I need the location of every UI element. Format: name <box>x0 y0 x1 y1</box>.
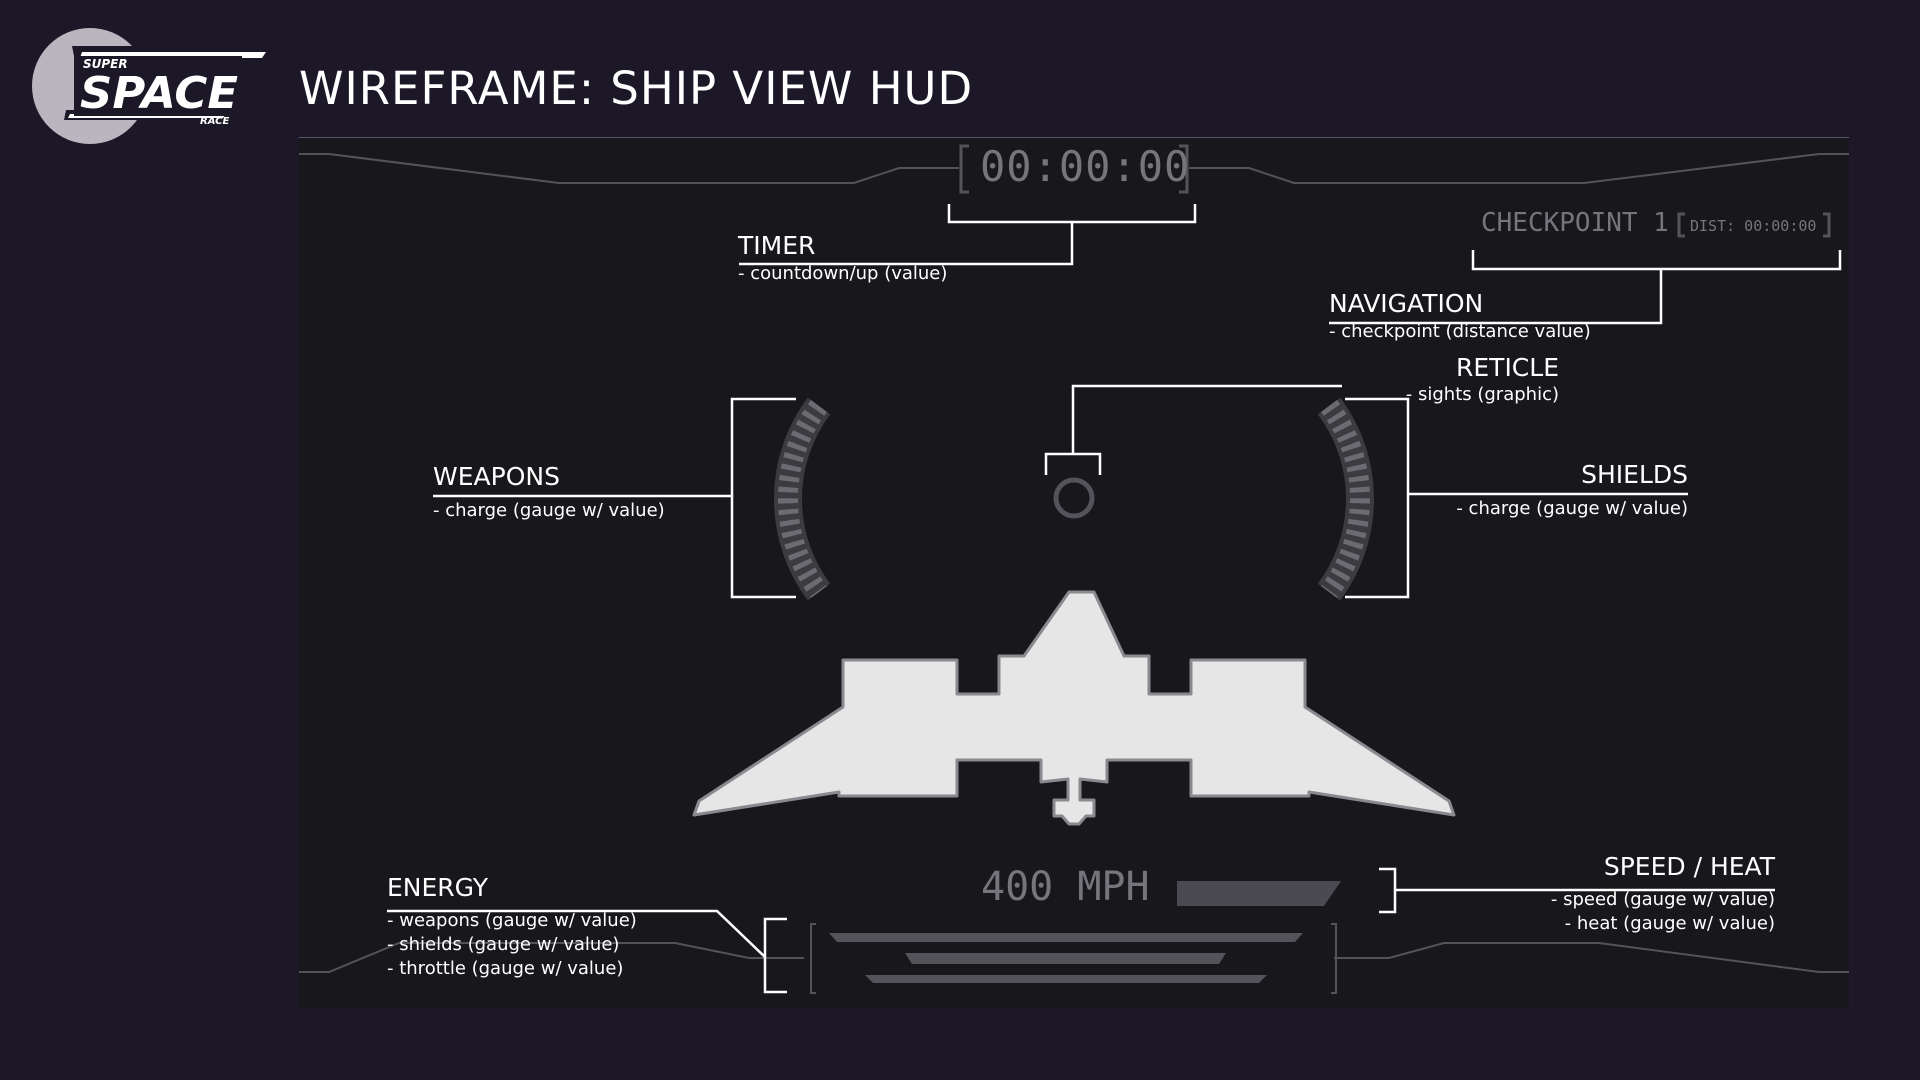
speed-readout: 400 MPH <box>981 864 1150 910</box>
annotation-timer: TIMER - countdown/up (value) <box>738 231 947 286</box>
checkpoint-distance-readout: DIST: 00:00:00 <box>1690 217 1817 235</box>
title-divider <box>299 137 1849 138</box>
checkpoint-bracket <box>1677 212 1831 238</box>
annotation-reticle: RETICLE - sights (graphic) <box>1406 353 1559 407</box>
timer-readout: 00:00:00 <box>980 142 1191 191</box>
hud-graphics <box>299 144 1849 994</box>
logo-race-text: RACE <box>200 116 229 127</box>
logo-space-text: SPACE <box>80 68 238 119</box>
annotation-weapons: WEAPONS - charge (gauge w/ value) <box>433 462 665 523</box>
annotation-shields: SHIELDS - charge (gauge w/ value) <box>1456 460 1688 521</box>
annotation-line: - charge (gauge w/ value) <box>433 500 665 521</box>
weapons-gauge <box>774 397 831 601</box>
annotation-line: - charge (gauge w/ value) <box>1456 498 1688 519</box>
bottom-frame <box>299 923 1849 994</box>
annotation-title: TIMER <box>738 231 816 260</box>
annotation-energy: ENERGY - weapons (gauge w/ value) - shie… <box>387 873 637 981</box>
logo-super-text: SUPER <box>83 57 128 71</box>
energy-weapons-bar <box>829 933 1303 942</box>
annotation-line: - heat (gauge w/ value) <box>1564 913 1775 934</box>
top-frame <box>299 153 1849 184</box>
annotation-line: - weapons (gauge w/ value) <box>387 910 637 931</box>
annotation-title: NAVIGATION <box>1329 289 1484 318</box>
annotation-leaders <box>387 204 1842 994</box>
page-title: WIREFRAME: SHIP VIEW HUD <box>299 62 974 115</box>
hud-wireframe-panel: 00:00:00 CHECKPOINT 1 DIST: 00:00:00 400… <box>299 138 1849 1008</box>
annotation-line: - countdown/up (value) <box>738 263 948 284</box>
logo-plate <box>74 56 242 116</box>
energy-throttle-bar <box>865 975 1267 983</box>
annotation-speed-heat: SPEED / HEAT - speed (gauge w/ value) - … <box>1551 852 1775 936</box>
annotation-line: - shields (gauge w/ value) <box>387 934 620 955</box>
annotation-line: - throttle (gauge w/ value) <box>387 958 624 979</box>
reticle-icon <box>1053 477 1095 519</box>
annotation-title: WEAPONS <box>433 462 560 491</box>
annotation-line: - speed (gauge w/ value) <box>1550 889 1775 910</box>
annotation-line: - sights (graphic) <box>1405 384 1559 405</box>
shields-gauge <box>1317 397 1374 601</box>
annotation-title: SPEED / HEAT <box>1603 852 1775 881</box>
checkpoint-readout: CHECKPOINT 1 <box>1481 208 1669 238</box>
annotation-title: SHIELDS <box>1581 460 1688 489</box>
ship-graphic <box>692 590 1456 826</box>
annotation-navigation: NAVIGATION - checkpoint (distance value) <box>1329 289 1591 344</box>
energy-gauges <box>829 933 1303 983</box>
timer-bracket <box>959 144 1189 194</box>
annotation-title: RETICLE <box>1456 353 1559 382</box>
speed-heat-gauge <box>1177 881 1341 906</box>
game-logo: SUPER SPACE RACE <box>32 28 270 144</box>
energy-shields-bar <box>905 953 1226 964</box>
annotation-title: ENERGY <box>387 873 489 902</box>
annotation-line: - checkpoint (distance value) <box>1329 321 1591 342</box>
